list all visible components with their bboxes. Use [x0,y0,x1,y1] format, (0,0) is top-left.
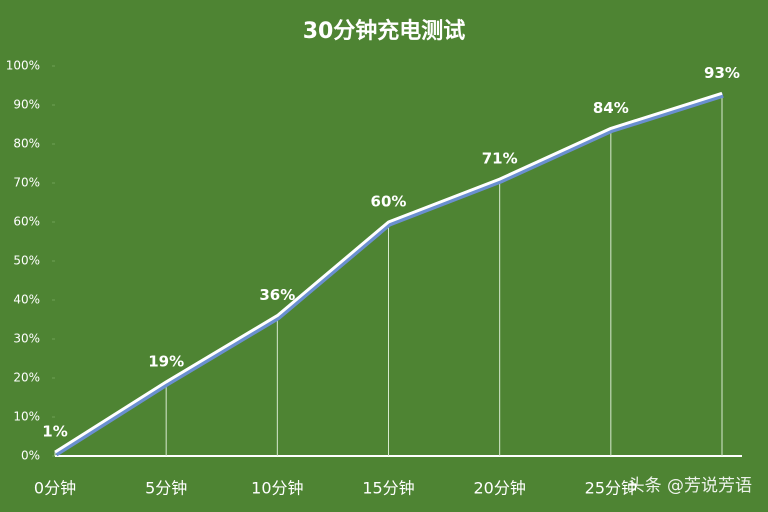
data-label: 36% [259,286,295,304]
line-shadow [54,92,724,457]
y-tick-label: 100% [6,59,40,73]
x-tick-label: 0分钟 [34,479,76,498]
data-label: 93% [704,64,740,82]
data-label: 84% [593,99,629,117]
x-tick-label: 25分钟 [585,479,637,498]
x-tick-label: 5分钟 [145,479,187,498]
watermark: 头条 @芳说芳语 [628,476,752,496]
data-label: 71% [482,150,518,168]
x-tick-label: 20分钟 [473,479,525,498]
y-tick-label: 20% [13,371,40,385]
y-tick-label: 70% [13,176,40,190]
y-tick-label: 60% [13,215,40,229]
y-tick-label: 0% [21,449,40,463]
y-tick-label: 80% [13,137,40,151]
data-label: 60% [371,193,407,211]
chart-title: 30分钟充电测试 [303,18,466,44]
y-tick-label: 30% [13,332,40,346]
x-tick-label: 10分钟 [251,479,303,498]
y-tick-label: 90% [13,98,40,112]
x-tick-label: 15分钟 [362,479,414,498]
y-tick-label: 40% [13,293,40,307]
data-label: 1% [42,423,67,441]
data-label: 19% [148,352,184,370]
y-tick-label: 10% [13,410,40,424]
y-tick-label: 50% [13,254,40,268]
line [54,91,723,454]
